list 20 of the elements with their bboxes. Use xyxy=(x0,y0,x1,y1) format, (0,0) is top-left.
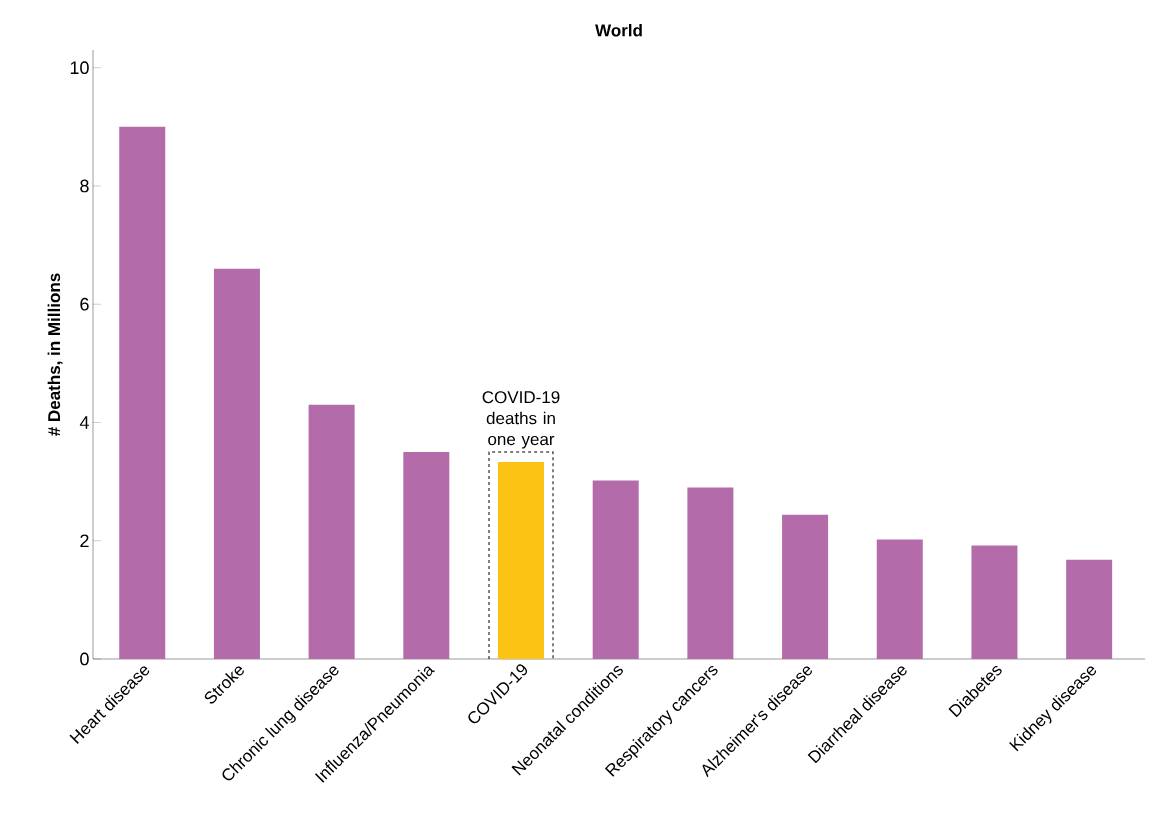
bar xyxy=(687,487,734,659)
bar xyxy=(119,126,166,659)
bar xyxy=(592,480,639,659)
y-tick-label: 0 xyxy=(80,652,89,666)
bar xyxy=(498,462,545,659)
y-tick-label: 10 xyxy=(70,61,89,75)
bar xyxy=(1066,559,1113,659)
bar xyxy=(308,404,355,659)
y-tick-label: 6 xyxy=(80,297,89,311)
bar xyxy=(403,452,450,659)
annotation: COVID-19 deaths in one year xyxy=(482,391,560,449)
y-tick-label: 8 xyxy=(80,179,89,193)
y-axis-title: # Deaths, in Millions xyxy=(47,273,63,436)
bar xyxy=(971,545,1018,659)
bar xyxy=(876,539,923,659)
y-tick-label: 2 xyxy=(80,534,89,548)
bar xyxy=(782,514,829,659)
chart-title: World xyxy=(595,23,642,37)
bar xyxy=(213,268,260,659)
y-tick-label: 4 xyxy=(79,416,89,429)
